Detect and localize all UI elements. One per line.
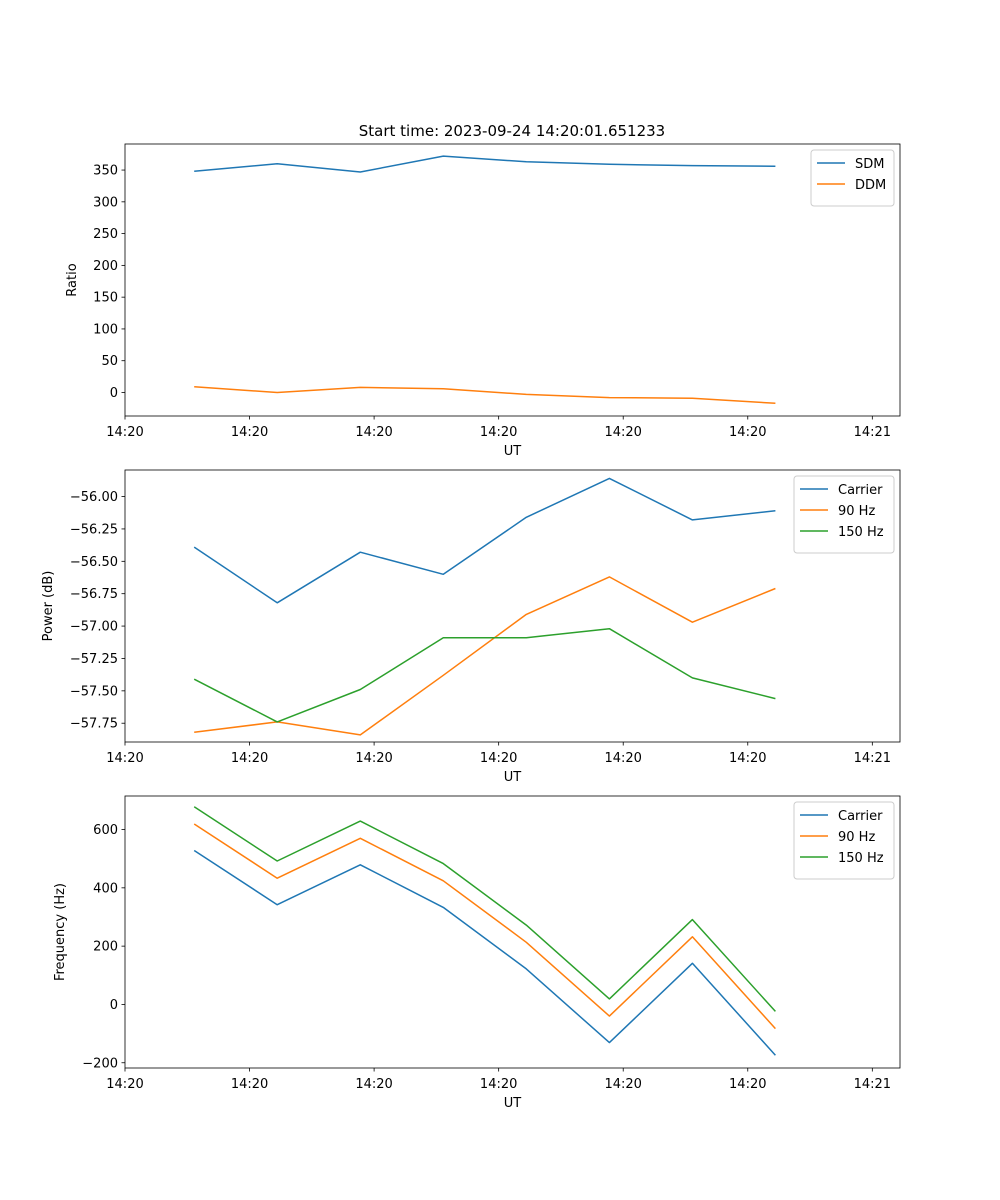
series-line-carrier	[193, 849, 776, 1056]
y-tick-label: −57.50	[70, 684, 118, 699]
x-tick-label: 14:21	[854, 425, 891, 440]
y-tick-label: −57.25	[70, 652, 118, 667]
x-tick-label: 14:20	[231, 1077, 268, 1092]
subplots: 14:20 14:20 14:20 14:20 14:20 14:20 14:21 0 50 10…	[41, 143, 901, 1111]
axes-frame	[124, 795, 901, 1069]
y-tick-label: 200	[93, 940, 118, 955]
x-tick-label: 14:20	[106, 1077, 143, 1092]
x-tick-label: 14:20	[729, 425, 766, 440]
legend-box	[793, 801, 895, 880]
subplot-3: 14:20 14:20 14:20 14:20 14:20 14:20 14:21 −200 0…	[53, 795, 901, 1111]
y-tick-label: 0	[110, 998, 118, 1013]
y-tick-label: 200	[93, 259, 118, 274]
figure-title: Start time: 2023-09-24 14:20:01.651233	[359, 122, 665, 140]
x-tick-label: 14:20	[355, 751, 392, 766]
axes-frame	[124, 143, 901, 417]
subplot-2: 14:20 14:20 14:20 14:20 14:20 14:20 14:21 −57.7…	[41, 469, 901, 785]
y-tick-label: 100	[93, 322, 118, 337]
series-line-sdm	[194, 155, 776, 173]
x-tick-label: 14:20	[106, 751, 143, 766]
x-tick-label: 14:20	[604, 751, 641, 766]
x-tick-label: 14:21	[854, 1077, 891, 1092]
y-axis-ticks: 0 50 100 150 200 250 300 350	[93, 164, 125, 401]
x-tick-label: 14:21	[854, 751, 891, 766]
legend-entry: 90 Hz	[838, 830, 875, 845]
y-tick-label: −56.25	[70, 522, 118, 537]
y-tick-label: 400	[93, 881, 118, 896]
x-tick-label: 14:20	[729, 1077, 766, 1092]
series-lines	[193, 806, 776, 1056]
y-axis-ticks: −57.75 −57.50 −57.25 −57.00 −56.75 −56.50 −56.…	[70, 490, 125, 732]
series-line-150-hz	[193, 806, 776, 1012]
y-tick-label: 50	[101, 354, 118, 369]
x-tick-label: 14:20	[480, 425, 517, 440]
legend-entry: 150 Hz	[838, 525, 884, 540]
legend-entry: 150 Hz	[838, 851, 884, 866]
x-tick-label: 14:20	[604, 1077, 641, 1092]
y-tick-label: −56.75	[70, 587, 118, 602]
legend-entry: DDM	[855, 178, 886, 193]
x-tick-label: 14:20	[729, 751, 766, 766]
x-axis-ticks: 14:20 14:20 14:20 14:20 14:20 14:20 14:21	[106, 1068, 891, 1092]
y-axis-ticks: −200 0 200 400 600	[82, 823, 125, 1071]
series-line-90-hz	[194, 576, 776, 736]
legend-entry: 90 Hz	[838, 504, 875, 519]
y-tick-label: −200	[82, 1056, 118, 1071]
x-tick-label: 14:20	[106, 425, 143, 440]
x-axis-ticks: 14:20 14:20 14:20 14:20 14:20 14:20 14:21	[106, 416, 891, 440]
x-tick-label: 14:20	[480, 751, 517, 766]
x-axis-ticks: 14:20 14:20 14:20 14:20 14:20 14:20 14:21	[106, 742, 891, 766]
y-tick-label: −56.50	[70, 555, 118, 570]
y-axis-label: Ratio	[65, 263, 80, 296]
x-tick-label: 14:20	[604, 425, 641, 440]
y-axis-label: Frequency (Hz)	[53, 883, 68, 981]
legend: Carrier 90 Hz 150 Hz	[793, 801, 895, 880]
y-tick-label: 250	[93, 227, 118, 242]
legend-entry: SDM	[855, 157, 884, 172]
series-line-90-hz	[193, 823, 776, 1030]
axes-frame	[124, 469, 901, 743]
legend-entry: Carrier	[838, 809, 883, 824]
y-tick-label: 600	[93, 823, 118, 838]
legend-box	[810, 149, 895, 207]
x-tick-label: 14:20	[231, 751, 268, 766]
series-line-carrier	[193, 477, 776, 604]
x-axis-label: UT	[504, 770, 522, 785]
y-axis-label: Power (dB)	[41, 571, 56, 642]
legend: SDM DDM	[810, 149, 895, 207]
y-tick-label: 150	[93, 291, 118, 306]
legend-entry: Carrier	[838, 483, 883, 498]
x-axis-label: UT	[504, 1096, 522, 1111]
series-lines	[193, 477, 776, 736]
x-tick-label: 14:20	[355, 425, 392, 440]
series-line-150-hz	[193, 627, 776, 723]
y-tick-label: −57.75	[70, 717, 118, 732]
x-axis-label: UT	[504, 444, 522, 459]
subplot-1: 14:20 14:20 14:20 14:20 14:20 14:20 14:21 0 50 10…	[65, 143, 901, 459]
x-tick-label: 14:20	[480, 1077, 517, 1092]
y-tick-label: −57.00	[70, 620, 118, 635]
x-tick-label: 14:20	[231, 425, 268, 440]
x-tick-label: 14:20	[355, 1077, 392, 1092]
y-tick-label: 350	[93, 164, 118, 179]
series-lines	[194, 155, 776, 405]
legend-box	[793, 475, 895, 554]
y-tick-label: 0	[110, 386, 118, 401]
y-tick-label: 300	[93, 195, 118, 210]
legend: Carrier 90 Hz 150 Hz	[793, 475, 895, 554]
series-line-ddm	[194, 386, 776, 405]
y-tick-label: −56.00	[70, 490, 118, 505]
